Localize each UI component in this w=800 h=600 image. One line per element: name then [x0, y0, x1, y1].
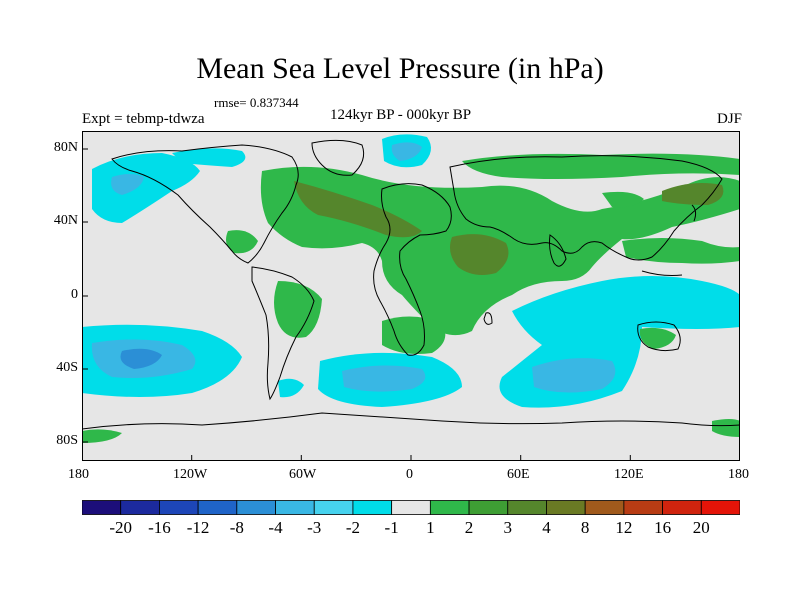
y-tick-label: 40S — [56, 360, 78, 375]
colorbar-label: -4 — [268, 518, 283, 537]
colorbar-swatch — [700, 500, 740, 515]
plot-title: Mean Sea Level Pressure (in hPa) — [196, 52, 604, 85]
experiment-label: Expt = tebmp-tdwza — [82, 111, 205, 127]
x-tick-label: 120E — [614, 467, 644, 482]
season-label: DJF — [716, 111, 742, 127]
y-tick-label: 40N — [53, 213, 78, 228]
colorbar-label: 1 — [426, 518, 435, 537]
colorbar-swatch — [120, 500, 160, 515]
colorbar-swatch — [546, 500, 586, 515]
colorbar-label: -12 — [186, 518, 210, 537]
colorbar-label: 16 — [654, 518, 672, 537]
colorbar-label: 8 — [580, 518, 590, 537]
x-tick-label: 180 — [68, 467, 89, 482]
colorbar-label: -20 — [109, 518, 133, 537]
y-tick-label: 80N — [53, 140, 78, 155]
colorbar-swatch — [429, 500, 470, 515]
period-label: 124kyr BP - 000kyr BP — [330, 107, 472, 123]
colorbar-label: 2 — [464, 518, 474, 537]
colorbar-label: -16 — [148, 518, 171, 537]
colorbar-label: -8 — [229, 518, 244, 537]
colorbar-swatch — [584, 500, 625, 515]
colorbar-swatch — [507, 500, 547, 515]
colorbar-label: 20 — [692, 518, 710, 537]
colorbar-label: -1 — [384, 518, 399, 537]
colorbar-swatch — [82, 500, 122, 515]
rmse-label: rmse= 0.837344 — [214, 95, 299, 110]
colorbar-label: 4 — [542, 518, 551, 537]
colorbar-swatch — [159, 500, 199, 515]
x-tick-label: 60W — [289, 467, 317, 482]
colorbar-swatch — [623, 500, 663, 515]
colorbar-swatch — [197, 500, 238, 515]
x-tick-label: 120W — [173, 467, 208, 482]
colorbar-label: -3 — [307, 518, 322, 537]
colorbar-swatch — [275, 500, 315, 515]
x-tick-label: 180 — [728, 467, 749, 482]
y-ticks — [82, 148, 88, 443]
x-tick-label: 60E — [507, 467, 530, 482]
pressure-anomaly-map — [82, 131, 740, 461]
colorbar-swatch — [662, 500, 702, 515]
coastlines — [82, 139, 740, 430]
colorbar-swatch — [236, 500, 276, 515]
colorbar-label: 12 — [615, 518, 633, 537]
colorbar — [82, 500, 740, 515]
colorbar-swatch — [468, 500, 509, 515]
colorbar-label: 3 — [503, 518, 513, 537]
colorbar-swatch — [391, 500, 431, 515]
colorbar-swatch — [313, 500, 354, 515]
x-ticks — [82, 455, 740, 461]
colorbar-swatch — [352, 500, 393, 515]
colorbar-label: -2 — [345, 518, 361, 537]
x-tick-label: 0 — [406, 467, 413, 482]
y-tick-label: 80S — [56, 433, 78, 448]
y-tick-label: 0 — [71, 287, 78, 302]
